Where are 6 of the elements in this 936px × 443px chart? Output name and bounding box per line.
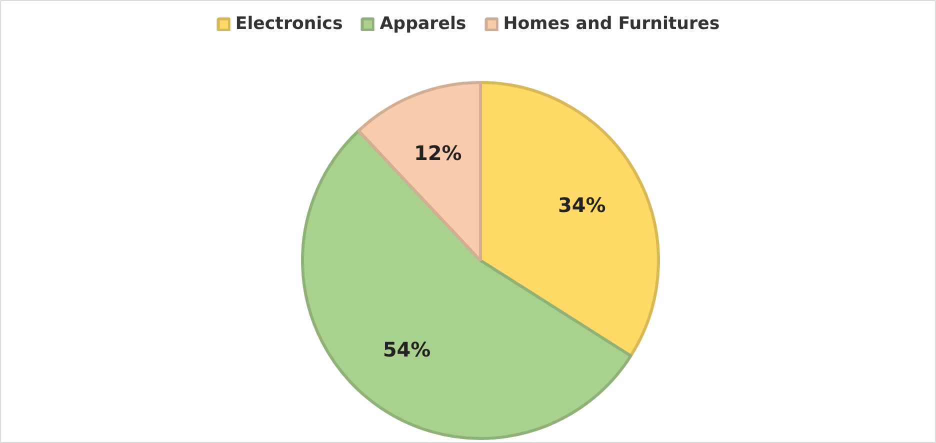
data-label: 12%	[414, 140, 462, 165]
legend-label: Electronics	[235, 14, 343, 34]
data-label: 54%	[382, 338, 431, 362]
legend-label: Homes and Furnitures	[503, 14, 720, 34]
legend-label: Apparels	[380, 14, 466, 34]
data-label: 34%	[558, 192, 606, 217]
